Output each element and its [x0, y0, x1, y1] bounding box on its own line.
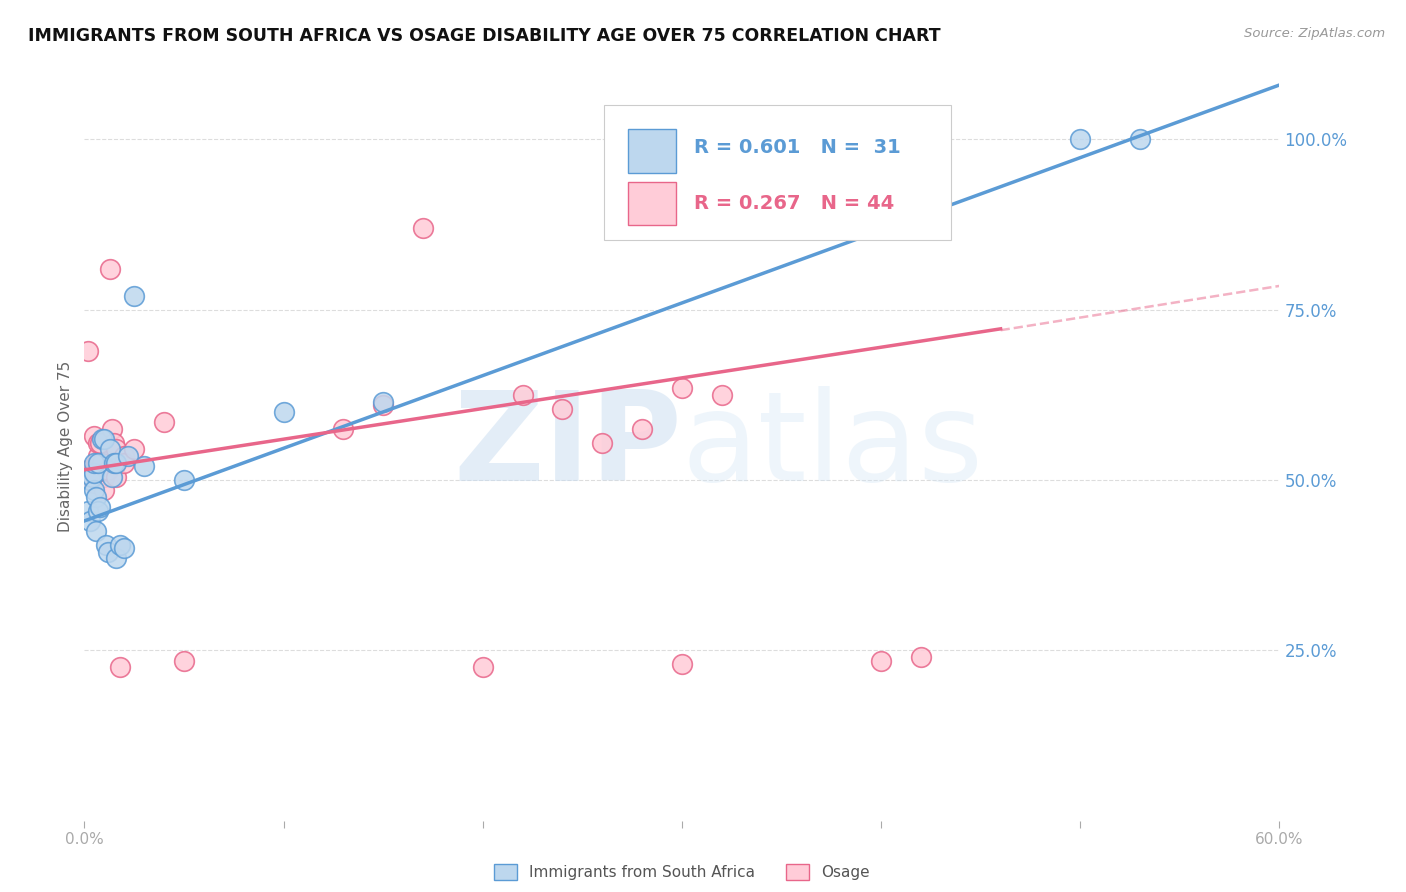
- Y-axis label: Disability Age Over 75: Disability Age Over 75: [58, 360, 73, 532]
- Point: [132, 459, 156, 474]
- Point: [512, 388, 534, 402]
- Text: Source: ZipAtlas.com: Source: ZipAtlas.com: [1244, 27, 1385, 40]
- Point: [591, 435, 613, 450]
- Point: [273, 405, 295, 419]
- Point: [89, 500, 111, 515]
- Point: [790, 132, 813, 146]
- Point: [471, 660, 494, 674]
- Point: [112, 541, 135, 556]
- Point: [110, 538, 132, 552]
- Point: [87, 435, 110, 450]
- Point: [79, 473, 101, 487]
- Point: [910, 650, 932, 665]
- Point: [83, 456, 105, 470]
- Point: [93, 432, 115, 446]
- Point: [332, 422, 354, 436]
- Point: [89, 463, 111, 477]
- Point: [173, 473, 195, 487]
- Point: [153, 415, 176, 429]
- Point: [101, 422, 124, 436]
- Point: [830, 132, 852, 146]
- Text: R = 0.267   N = 44: R = 0.267 N = 44: [695, 194, 894, 212]
- Text: IMMIGRANTS FROM SOUTH AFRICA VS OSAGE DISABILITY AGE OVER 75 CORRELATION CHART: IMMIGRANTS FROM SOUTH AFRICA VS OSAGE DI…: [28, 27, 941, 45]
- Point: [412, 221, 434, 235]
- Point: [97, 463, 120, 477]
- Point: [83, 467, 105, 481]
- Point: [110, 660, 132, 674]
- Point: [112, 456, 135, 470]
- Point: [83, 429, 105, 443]
- Point: [631, 422, 654, 436]
- Point: [105, 551, 128, 566]
- Point: [83, 476, 105, 491]
- Point: [91, 469, 114, 483]
- Point: [103, 456, 125, 470]
- Point: [122, 442, 145, 457]
- Point: [103, 435, 125, 450]
- Point: [87, 449, 110, 463]
- Point: [83, 483, 105, 498]
- Point: [86, 490, 108, 504]
- Point: [373, 394, 395, 409]
- Point: [373, 398, 395, 412]
- Point: [91, 456, 114, 470]
- Point: [98, 261, 121, 276]
- Point: [77, 343, 100, 358]
- Point: [86, 469, 108, 483]
- Point: [105, 456, 128, 470]
- Point: [105, 469, 128, 483]
- Point: [87, 456, 110, 470]
- Point: [82, 469, 104, 483]
- Point: [82, 469, 104, 483]
- Point: [1129, 132, 1152, 146]
- Point: [91, 432, 114, 446]
- Point: [86, 524, 108, 538]
- Text: atlas: atlas: [682, 385, 984, 507]
- Point: [870, 654, 893, 668]
- FancyBboxPatch shape: [605, 105, 950, 240]
- Point: [710, 388, 733, 402]
- Point: [83, 463, 105, 477]
- Text: R = 0.601   N =  31: R = 0.601 N = 31: [695, 138, 901, 157]
- Point: [87, 504, 110, 518]
- Point: [77, 463, 100, 477]
- Point: [77, 504, 100, 518]
- Point: [86, 456, 108, 470]
- Point: [112, 449, 135, 463]
- Point: [79, 514, 101, 528]
- Text: ZIP: ZIP: [453, 385, 682, 507]
- Point: [551, 401, 574, 416]
- Point: [93, 483, 115, 498]
- Point: [117, 449, 139, 463]
- Point: [173, 654, 195, 668]
- Point: [97, 544, 120, 558]
- Point: [101, 469, 124, 483]
- Bar: [628, 129, 676, 172]
- Point: [671, 657, 693, 671]
- Bar: [628, 181, 676, 225]
- Point: [89, 435, 111, 450]
- Point: [1069, 132, 1091, 146]
- Point: [93, 469, 115, 483]
- Point: [98, 442, 121, 457]
- Legend: Immigrants from South Africa, Osage: Immigrants from South Africa, Osage: [486, 856, 877, 888]
- Point: [671, 381, 693, 395]
- Point: [122, 289, 145, 303]
- Point: [96, 538, 118, 552]
- Point: [79, 463, 101, 477]
- Point: [105, 442, 128, 457]
